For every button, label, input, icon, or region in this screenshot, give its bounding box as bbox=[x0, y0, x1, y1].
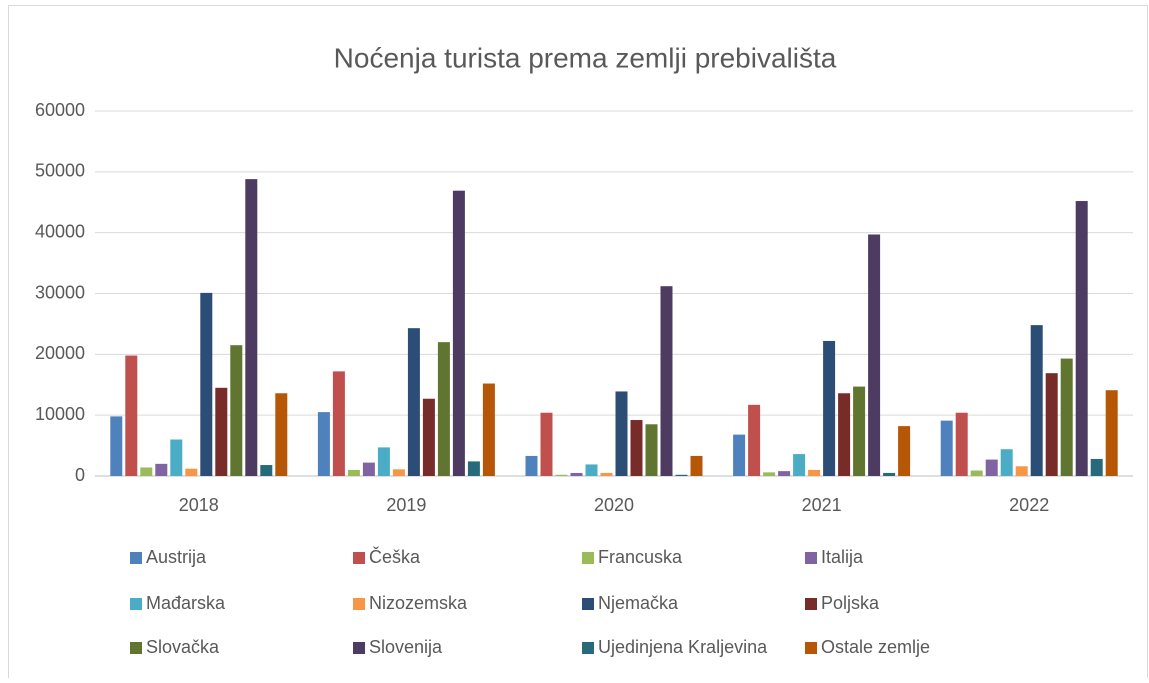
legend-label: Nizozemska bbox=[369, 593, 468, 613]
bar bbox=[808, 469, 821, 476]
legend-label: Njemačka bbox=[598, 593, 679, 613]
bar bbox=[540, 412, 553, 476]
y-tick-label: 10000 bbox=[35, 404, 85, 424]
y-tick-label: 50000 bbox=[35, 161, 85, 181]
bar bbox=[200, 292, 213, 476]
bar bbox=[1015, 466, 1028, 476]
bar bbox=[838, 393, 851, 476]
bar bbox=[615, 391, 628, 476]
bar bbox=[362, 462, 375, 476]
bar bbox=[437, 342, 450, 476]
legend-swatch bbox=[130, 642, 142, 654]
bar bbox=[1105, 390, 1118, 476]
legend-label: Ostale zemlje bbox=[821, 637, 930, 657]
bar bbox=[347, 469, 360, 476]
legend-label: Češka bbox=[369, 546, 421, 567]
legend-swatch bbox=[353, 552, 365, 564]
x-tick-label: 2018 bbox=[179, 495, 219, 515]
legend-swatch bbox=[353, 598, 365, 610]
legend-swatch bbox=[805, 642, 817, 654]
y-tick-label: 40000 bbox=[35, 221, 85, 241]
bar bbox=[392, 469, 405, 476]
bar bbox=[170, 439, 183, 476]
legend-label: Austrija bbox=[146, 547, 207, 567]
legend-swatch bbox=[353, 642, 365, 654]
x-tick-label: 2020 bbox=[594, 495, 634, 515]
bar bbox=[407, 328, 420, 476]
bar bbox=[452, 190, 465, 477]
bar bbox=[260, 465, 273, 476]
bar bbox=[230, 345, 243, 476]
bar bbox=[1090, 458, 1103, 476]
bar bbox=[585, 464, 598, 476]
legend-label: Poljska bbox=[821, 593, 880, 613]
bar bbox=[1060, 358, 1073, 476]
legend-swatch bbox=[130, 598, 142, 610]
legend-swatch bbox=[805, 552, 817, 564]
legend-label: Ujedinjena Kraljevina bbox=[598, 637, 768, 657]
bar bbox=[482, 383, 495, 476]
bar bbox=[467, 461, 480, 476]
bar bbox=[332, 371, 345, 476]
y-tick-label: 60000 bbox=[35, 100, 85, 120]
bar bbox=[525, 455, 538, 476]
bar bbox=[898, 426, 911, 476]
x-tick-label: 2022 bbox=[1009, 495, 1049, 515]
bar bbox=[155, 463, 168, 476]
bar bbox=[763, 472, 776, 476]
bar bbox=[970, 470, 983, 476]
legend-swatch bbox=[582, 552, 594, 564]
bar bbox=[660, 286, 673, 476]
legend-swatch bbox=[582, 598, 594, 610]
bar bbox=[883, 472, 896, 476]
bar bbox=[1045, 373, 1058, 476]
bar bbox=[570, 472, 583, 476]
bar bbox=[733, 434, 746, 476]
bar bbox=[748, 404, 761, 476]
bar bbox=[793, 454, 806, 476]
bar bbox=[853, 386, 866, 476]
bar bbox=[645, 424, 658, 476]
bar bbox=[823, 340, 836, 476]
bar bbox=[1075, 201, 1088, 477]
bar bbox=[110, 416, 123, 476]
bar bbox=[377, 447, 390, 476]
bar bbox=[555, 474, 568, 476]
bar bbox=[690, 455, 703, 476]
legend-label: Italija bbox=[821, 547, 864, 567]
legend-swatch bbox=[130, 552, 142, 564]
bar bbox=[985, 459, 998, 476]
y-tick-label: 0 bbox=[75, 465, 85, 485]
bar bbox=[185, 468, 198, 476]
bar bbox=[955, 412, 968, 476]
bar bbox=[675, 474, 688, 476]
legend-label: Slovačka bbox=[146, 637, 220, 657]
x-tick-label: 2021 bbox=[802, 495, 842, 515]
bar bbox=[868, 234, 881, 476]
bar bbox=[1030, 325, 1043, 476]
x-tick-label: 2019 bbox=[386, 495, 426, 515]
bar bbox=[275, 393, 288, 476]
bar bbox=[630, 420, 643, 476]
bar bbox=[215, 387, 228, 476]
y-tick-label: 30000 bbox=[35, 282, 85, 302]
chart-frame bbox=[8, 5, 1148, 683]
bar bbox=[778, 471, 791, 476]
bar bbox=[422, 398, 435, 476]
legend-swatch bbox=[582, 642, 594, 654]
y-tick-label: 20000 bbox=[35, 343, 85, 363]
bar bbox=[600, 472, 613, 476]
bar bbox=[140, 467, 153, 476]
bar bbox=[317, 412, 330, 476]
bar bbox=[245, 179, 258, 476]
bar bbox=[940, 420, 953, 476]
bar bbox=[125, 355, 138, 476]
chart-title: Noćenja turista prema zemlji prebivališt… bbox=[334, 42, 837, 73]
legend-label: Mađarska bbox=[146, 593, 226, 613]
legend-swatch bbox=[805, 598, 817, 610]
bar bbox=[1000, 449, 1013, 476]
legend-label: Francuska bbox=[598, 547, 683, 567]
legend-label: Slovenija bbox=[369, 637, 443, 657]
